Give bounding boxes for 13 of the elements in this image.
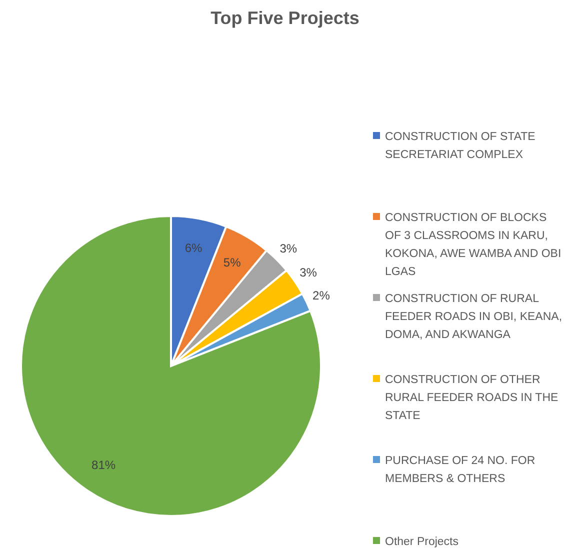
data-label: 5%	[223, 256, 242, 270]
legend-label: Other Projects	[385, 536, 459, 548]
legend-label: CONSTRUCTION OF RURAL FEEDER ROADS IN OBI, KEANA, DOMA, AND AKWANGA	[385, 293, 562, 342]
legend-label: CONSTRUCTION OF BLOCKS OF 3 CLASSROOMS IN KARU, KOKONA, AWE WAMBA AND OBI LGAS	[385, 212, 562, 278]
legend-label: CONSTRUCTION OF OTHER RURAL FEEDER ROADS IN THE STATE	[385, 374, 558, 422]
data-label: 81%	[92, 458, 116, 472]
data-label: 6%	[184, 241, 202, 256]
data-label: 3%	[280, 242, 298, 256]
chart-title: Top Five Projects	[210, 8, 360, 28]
legend-label: CONSTRUCTION OF STATE SECRETARIAT COMPLEX	[385, 131, 536, 162]
data-label: 2%	[312, 288, 330, 302]
data-label: 3%	[300, 266, 318, 280]
legend-label: PURCHASE OF 24 NO. FOR MEMBERS & OTHERS	[385, 455, 536, 486]
